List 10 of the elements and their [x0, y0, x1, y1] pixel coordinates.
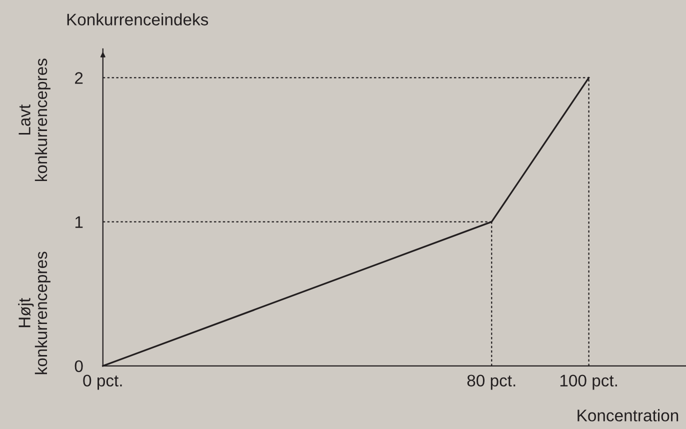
y-tick-label: 2: [75, 72, 83, 84]
y-tick-label: 1: [75, 216, 83, 228]
x-tick-label: 100 pct.: [560, 374, 617, 390]
y-tick-label: 0: [74, 360, 83, 372]
text: Lavt konkurrencepres: [18, 58, 50, 182]
x-tick-label: 0 pct.: [83, 374, 122, 390]
text: Højt konkurrencepres: [18, 252, 50, 374]
y-axis-title: Konkurrenceindeks: [67, 13, 208, 26]
x-tick-label: 80 pct.: [467, 374, 516, 390]
x-axis-title: Koncentration: [578, 409, 678, 422]
